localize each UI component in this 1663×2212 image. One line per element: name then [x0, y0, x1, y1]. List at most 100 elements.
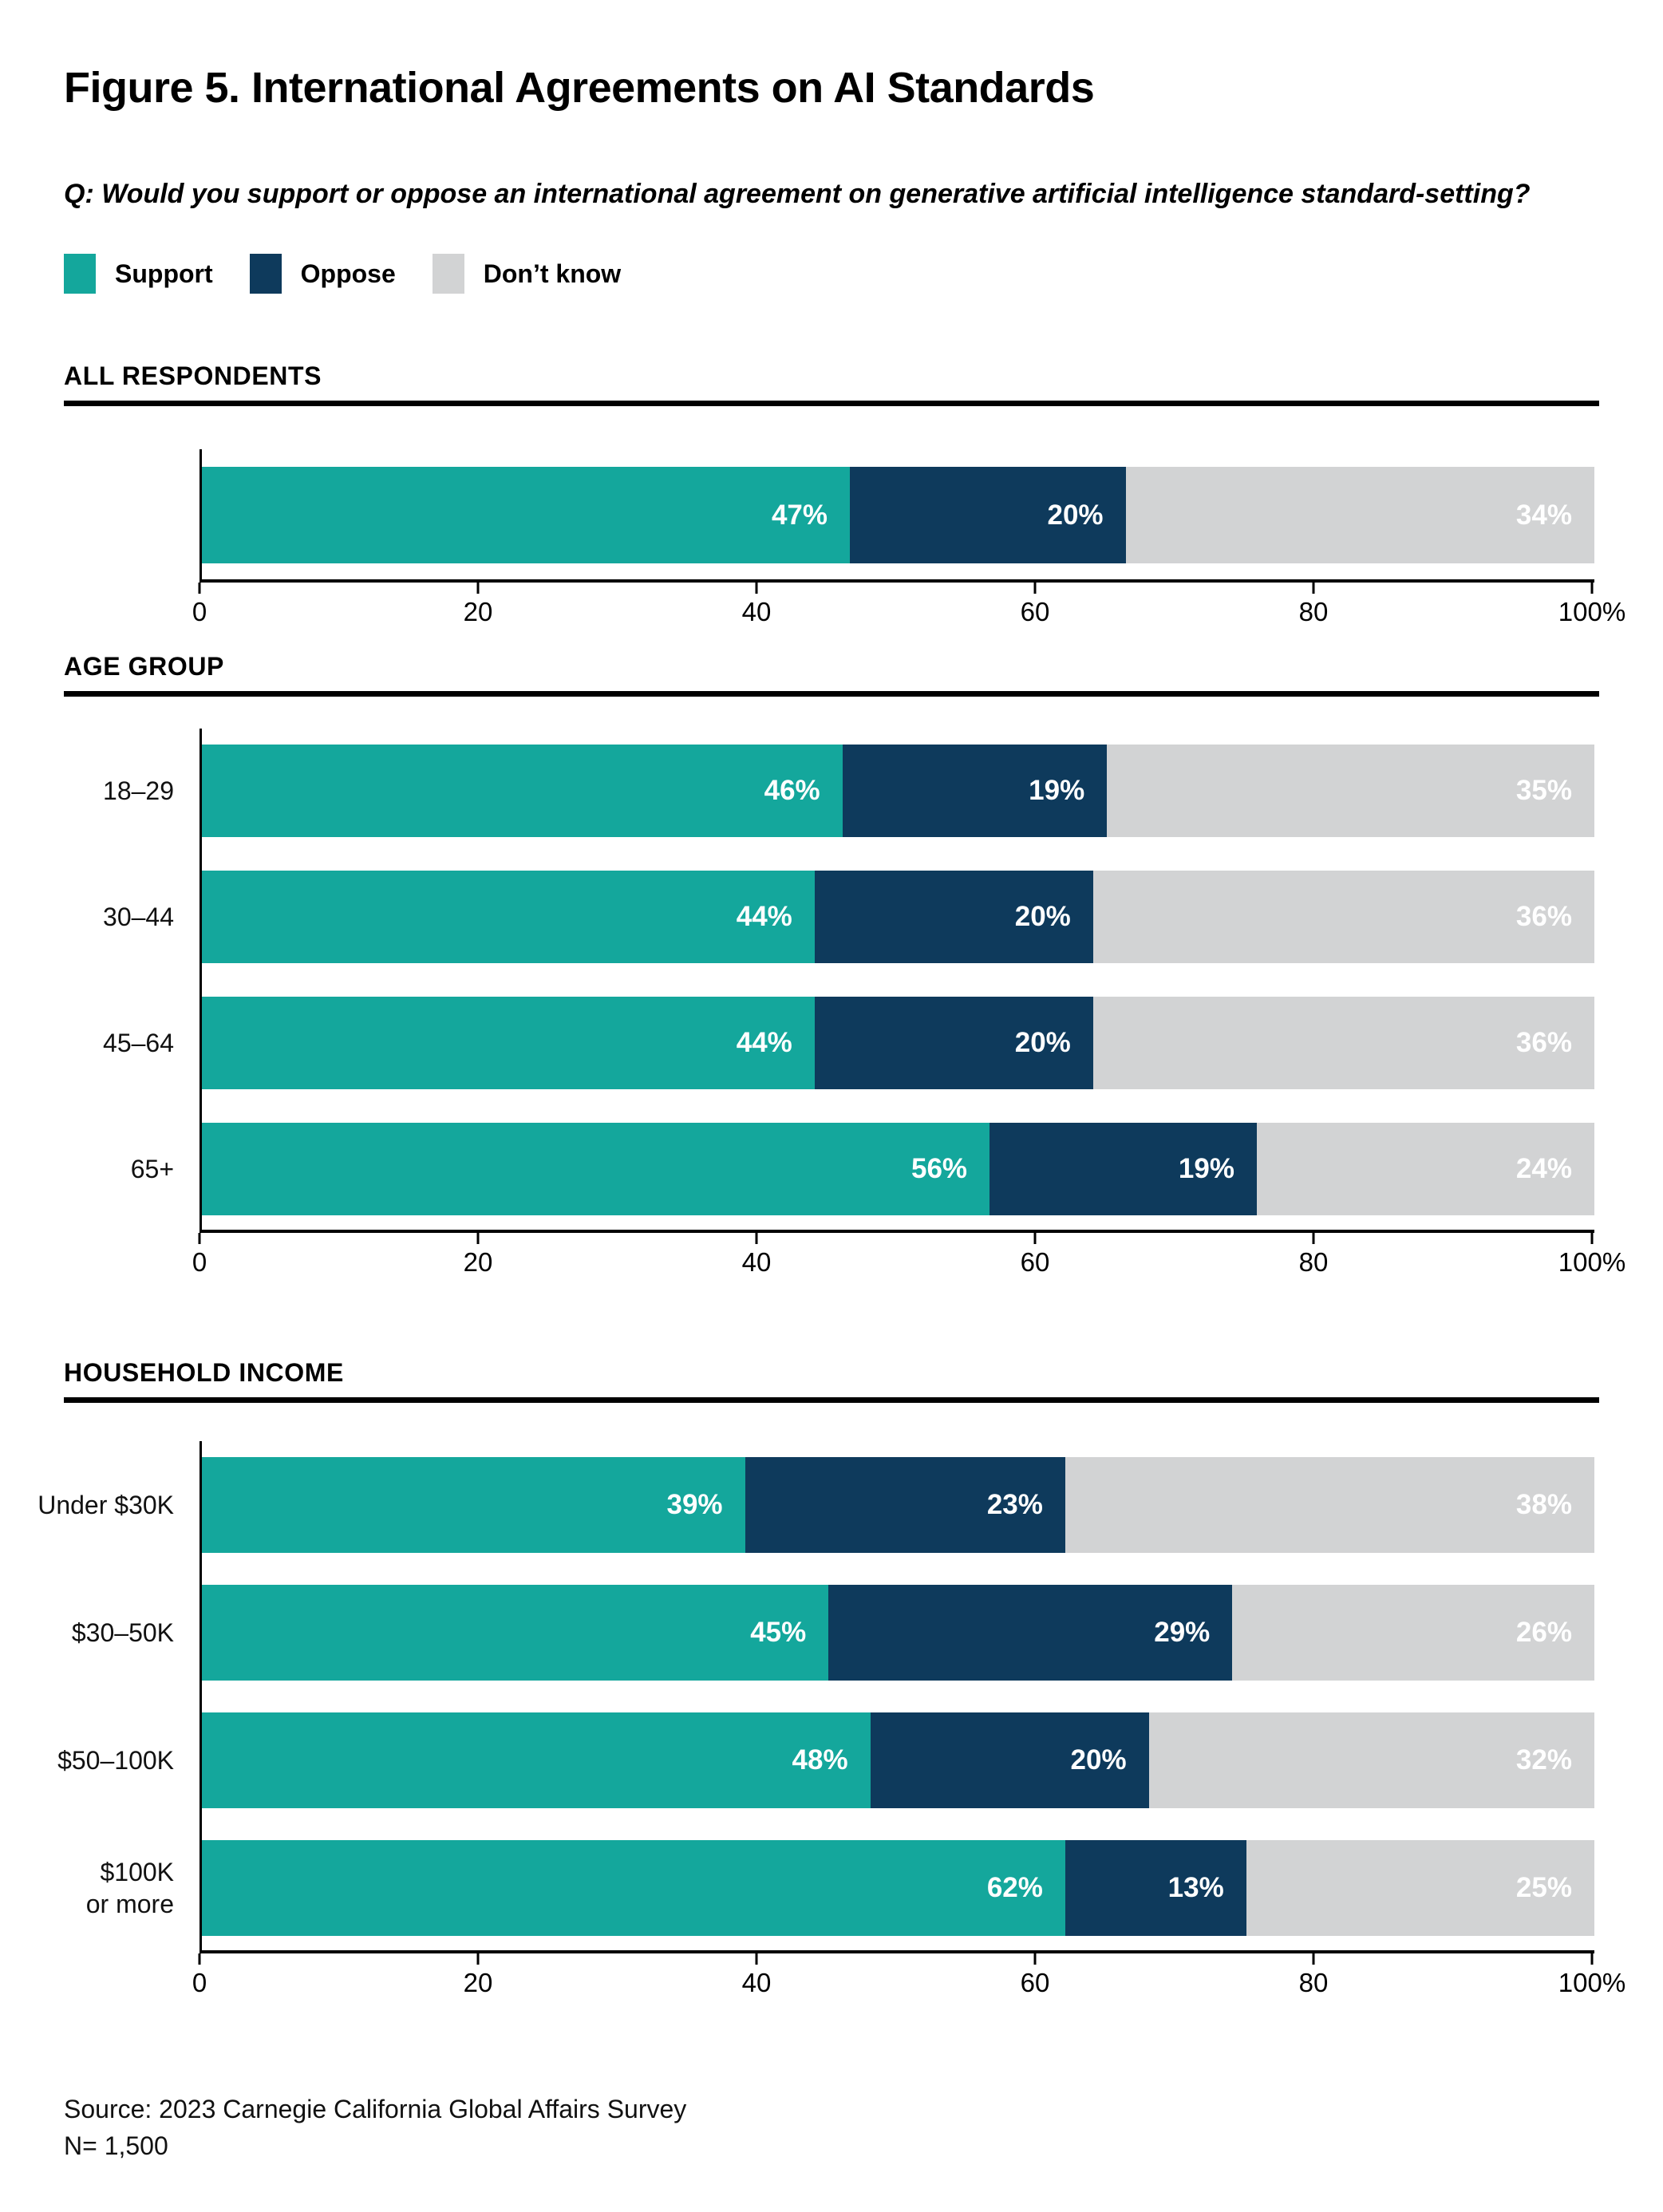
- source-block: Source: 2023 Carnegie California Global …: [64, 2091, 1599, 2164]
- bar-segment-oppose: 23%: [745, 1457, 1065, 1553]
- axis-tick-label: 100%: [1558, 1247, 1626, 1277]
- bar-segment-support: 56%: [202, 1123, 990, 1215]
- axis-tick: [1033, 1953, 1037, 1965]
- chart-plot: 18–29 46% 19% 35% 30–44 44% 20% 36% 45–64 44% 20% 3…: [103, 729, 1594, 1233]
- axis-tick: [755, 1953, 758, 1965]
- bar-segment-oppose: 20%: [814, 997, 1093, 1089]
- axis-ticks: [198, 1233, 1594, 1244]
- bar-segment-don-t-know: 25%: [1246, 1840, 1594, 1936]
- chart-section-age-group: AGE GROUP 18–29 46% 19% 35% 30–44 44% 20% 36% 45–…: [64, 651, 1625, 1281]
- axis-tick-label: 80: [1298, 597, 1329, 626]
- legend-label: Don’t know: [483, 259, 622, 288]
- bar-segment-oppose: 19%: [990, 1123, 1257, 1215]
- category-label: 30–44: [103, 903, 174, 931]
- bar-segment-don-t-know: 36%: [1092, 871, 1594, 963]
- value-label: 29%: [1154, 1617, 1211, 1648]
- axis-tick-label: 0: [192, 1247, 207, 1277]
- value-label: 32%: [1515, 1744, 1572, 1776]
- legend-label: Support: [115, 259, 213, 288]
- bar-segment-don-t-know: 38%: [1065, 1457, 1594, 1553]
- bar-row: $50–100K 48% 20% 32%: [57, 1712, 1594, 1808]
- value-label: 36%: [1515, 1027, 1572, 1058]
- bar-segment-support: 62%: [202, 1840, 1065, 1936]
- axis-tick-label: 40: [741, 1247, 772, 1277]
- bar-segment-support: 47%: [202, 467, 851, 563]
- legend-swatch-support: [64, 254, 96, 294]
- category-label: Under $30K: [38, 1491, 174, 1519]
- axis-tick: [1033, 1233, 1037, 1244]
- bar-segment-don-t-know: 32%: [1148, 1712, 1594, 1808]
- value-label: 13%: [1167, 1872, 1224, 1903]
- axis-labels: 0 20 40 60 80 100%: [192, 597, 1625, 630]
- survey-question: Q: Would you support or oppose an intern…: [64, 179, 1531, 209]
- category-label: 65+: [130, 1155, 174, 1183]
- axis-tick-label: 20: [463, 1247, 493, 1277]
- legend-label: Oppose: [300, 259, 396, 288]
- value-label: 20%: [1014, 1027, 1071, 1058]
- axis-tick: [1033, 583, 1037, 594]
- value-label: 48%: [792, 1744, 848, 1776]
- figure-title: Figure 5. International Agreements on AI…: [64, 64, 1095, 112]
- axis-tick: [755, 1233, 758, 1244]
- value-label: 45%: [750, 1617, 807, 1648]
- legend-item-oppose: Oppose: [249, 254, 396, 294]
- axis-ticks: [198, 583, 1594, 594]
- axis-tick: [476, 1953, 480, 1965]
- value-label: 19%: [1029, 775, 1085, 806]
- axis-tick-label: 0: [192, 1968, 207, 1997]
- axis-tick: [198, 1233, 201, 1244]
- bar-row: Under $30K 39% 23% 38%: [38, 1457, 1594, 1553]
- axis-tick: [1312, 583, 1315, 594]
- bar-segment-support: 44%: [202, 997, 815, 1089]
- section-header: AGE GROUP: [64, 652, 224, 681]
- bar-row: $30–50K 45% 29% 26%: [72, 1585, 1594, 1681]
- chart-plot: Under $30K 39% 23% 38% $30–50K 45% 29% 26% $50–1…: [38, 1441, 1594, 1953]
- axis-tick-label: 60: [1020, 1247, 1050, 1277]
- legend: Support Oppose Don’t know: [64, 254, 1599, 294]
- value-label: 24%: [1515, 1153, 1572, 1184]
- bar-segment-oppose: 29%: [828, 1585, 1233, 1681]
- axis-tick-label: 80: [1298, 1247, 1329, 1277]
- chart-section-household-income: HOUSEHOLD INCOME Under $30K 39% 23% 38% $30–5…: [38, 1357, 1625, 2001]
- value-label: 25%: [1515, 1872, 1572, 1903]
- axis-tick: [1590, 1953, 1594, 1965]
- axis-tick: [198, 583, 201, 594]
- bar-row: 30–44 44% 20% 36%: [103, 871, 1594, 963]
- value-label: 26%: [1515, 1617, 1572, 1648]
- value-label: 19%: [1178, 1153, 1234, 1184]
- value-label: 38%: [1515, 1489, 1572, 1520]
- axis-tick-label: 100%: [1558, 1968, 1626, 1997]
- section-rule: [64, 401, 1599, 406]
- bar-segment-oppose: 20%: [870, 1712, 1149, 1808]
- value-label: 62%: [986, 1872, 1043, 1903]
- section-header: HOUSEHOLD INCOME: [64, 1358, 344, 1387]
- axis-tick-label: 0: [192, 597, 207, 626]
- section-header: ALL RESPONDENTS: [64, 361, 322, 390]
- value-label: 20%: [1070, 1744, 1127, 1776]
- category-label: $100K or more: [85, 1858, 174, 1918]
- value-label: 35%: [1515, 775, 1572, 806]
- bar-segment-support: 48%: [202, 1712, 871, 1808]
- category-label: $30–50K: [71, 1618, 174, 1647]
- legend-swatch-don-t-know: [432, 254, 464, 294]
- axis-tick: [755, 583, 758, 594]
- axis-tick: [1590, 1233, 1594, 1244]
- bar-segment-support: 46%: [202, 745, 843, 837]
- axis-tick: [1312, 1953, 1315, 1965]
- bar-segment-support: 44%: [202, 871, 815, 963]
- bar-segment-support: 39%: [202, 1457, 745, 1553]
- legend-item-support: Support: [64, 254, 213, 294]
- bar-segment-don-t-know: 36%: [1092, 997, 1594, 1089]
- axis-tick-label: 40: [741, 597, 772, 626]
- bar-row: 18–29 46% 19% 35%: [103, 745, 1594, 837]
- bar-segment-don-t-know: 24%: [1256, 1123, 1594, 1215]
- chart-section-all-respondents: ALL RESPONDENTS 47% 20% 34% 0 20 40 60 80 100%: [64, 361, 1625, 630]
- legend-swatch-oppose: [249, 254, 282, 294]
- value-label: 47%: [771, 499, 828, 531]
- axis-tick: [476, 583, 480, 594]
- bar-segment-support: 45%: [202, 1585, 829, 1681]
- axis-tick-label: 100%: [1558, 597, 1626, 626]
- value-label: 56%: [911, 1153, 968, 1184]
- bar-row: 47% 20% 34%: [202, 467, 1594, 563]
- section-rule: [64, 691, 1599, 697]
